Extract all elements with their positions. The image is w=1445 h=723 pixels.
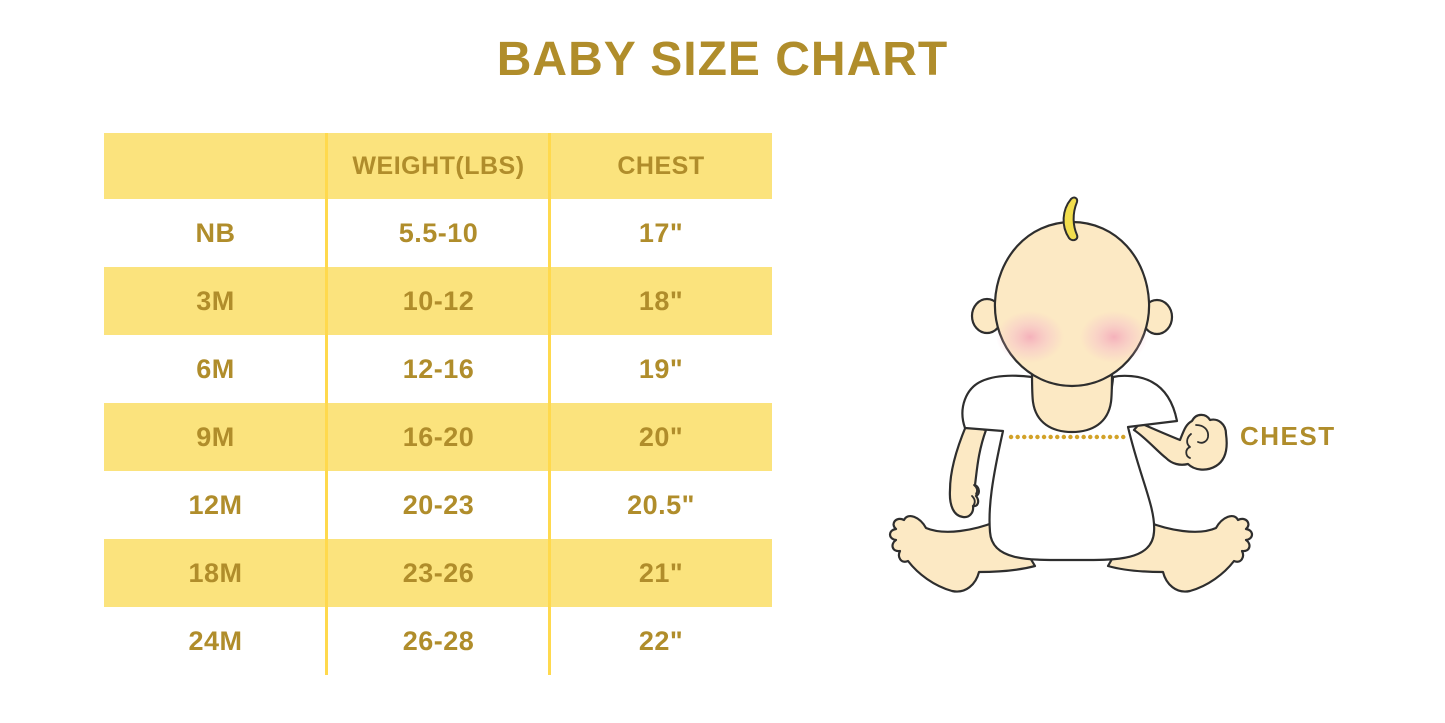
size-cell: 6M — [196, 353, 235, 384]
weight-cell: 10-12 — [402, 285, 475, 316]
table-row: 6M 12-16 19" — [104, 335, 772, 403]
chest-cell: 18" — [638, 285, 684, 316]
baby-left-blush — [996, 311, 1064, 363]
weight-cell: 12-16 — [402, 353, 475, 384]
chest-cell: 22" — [638, 625, 684, 656]
table-row: 3M 10-12 18" — [104, 267, 772, 335]
baby-right-arm-fist — [1132, 413, 1228, 471]
weight-cell: 23-26 — [402, 557, 475, 588]
size-cell: NB — [195, 217, 236, 248]
table-header-row: WEIGHT(LBS) CHEST — [104, 133, 772, 199]
chest-cell: 20" — [638, 421, 684, 452]
chest-label: CHEST — [1240, 421, 1336, 451]
weight-cell: 5.5-10 — [398, 217, 479, 248]
header-chest: CHEST — [617, 151, 705, 180]
table-row: 12M 20-23 20.5" — [104, 471, 772, 539]
baby-right-blush — [1080, 311, 1148, 363]
weight-cell: 26-28 — [402, 625, 475, 656]
header-weight: WEIGHT(LBS) — [352, 151, 525, 180]
header-size — [104, 133, 327, 199]
baby-left-arm — [948, 424, 988, 519]
table-row: NB 5.5-10 17" — [104, 199, 772, 267]
weight-cell: 16-20 — [402, 421, 475, 452]
weight-cell: 20-23 — [402, 489, 475, 520]
baby-hair-curl — [1062, 196, 1079, 242]
baby-size-chart-table: WEIGHT(LBS) CHEST NB 5.5-10 17" 3M 10-12… — [104, 133, 772, 675]
chest-cell: 21" — [638, 557, 684, 588]
baby-fist-finger-lines — [1185, 424, 1209, 459]
baby-left-hand-finger-lines — [971, 484, 979, 507]
column-divider — [548, 133, 551, 675]
size-cell: 18M — [188, 557, 243, 588]
table-row: 9M 16-20 20" — [104, 403, 772, 471]
baby-head — [993, 220, 1151, 388]
table-row: 18M 23-26 21" — [104, 539, 772, 607]
chest-cell: 20.5" — [627, 489, 695, 520]
chest-cell: 19" — [638, 353, 684, 384]
baby-illustration — [888, 196, 1254, 593]
size-cell: 12M — [188, 489, 243, 520]
size-cell: 24M — [188, 625, 243, 656]
table-row: 24M 26-28 22" — [104, 607, 772, 675]
size-cell: 3M — [196, 285, 235, 316]
size-cell: 9M — [196, 421, 235, 452]
page-title: BABY SIZE CHART — [496, 33, 949, 86]
column-divider — [325, 133, 328, 675]
chest-cell: 17" — [638, 217, 684, 248]
